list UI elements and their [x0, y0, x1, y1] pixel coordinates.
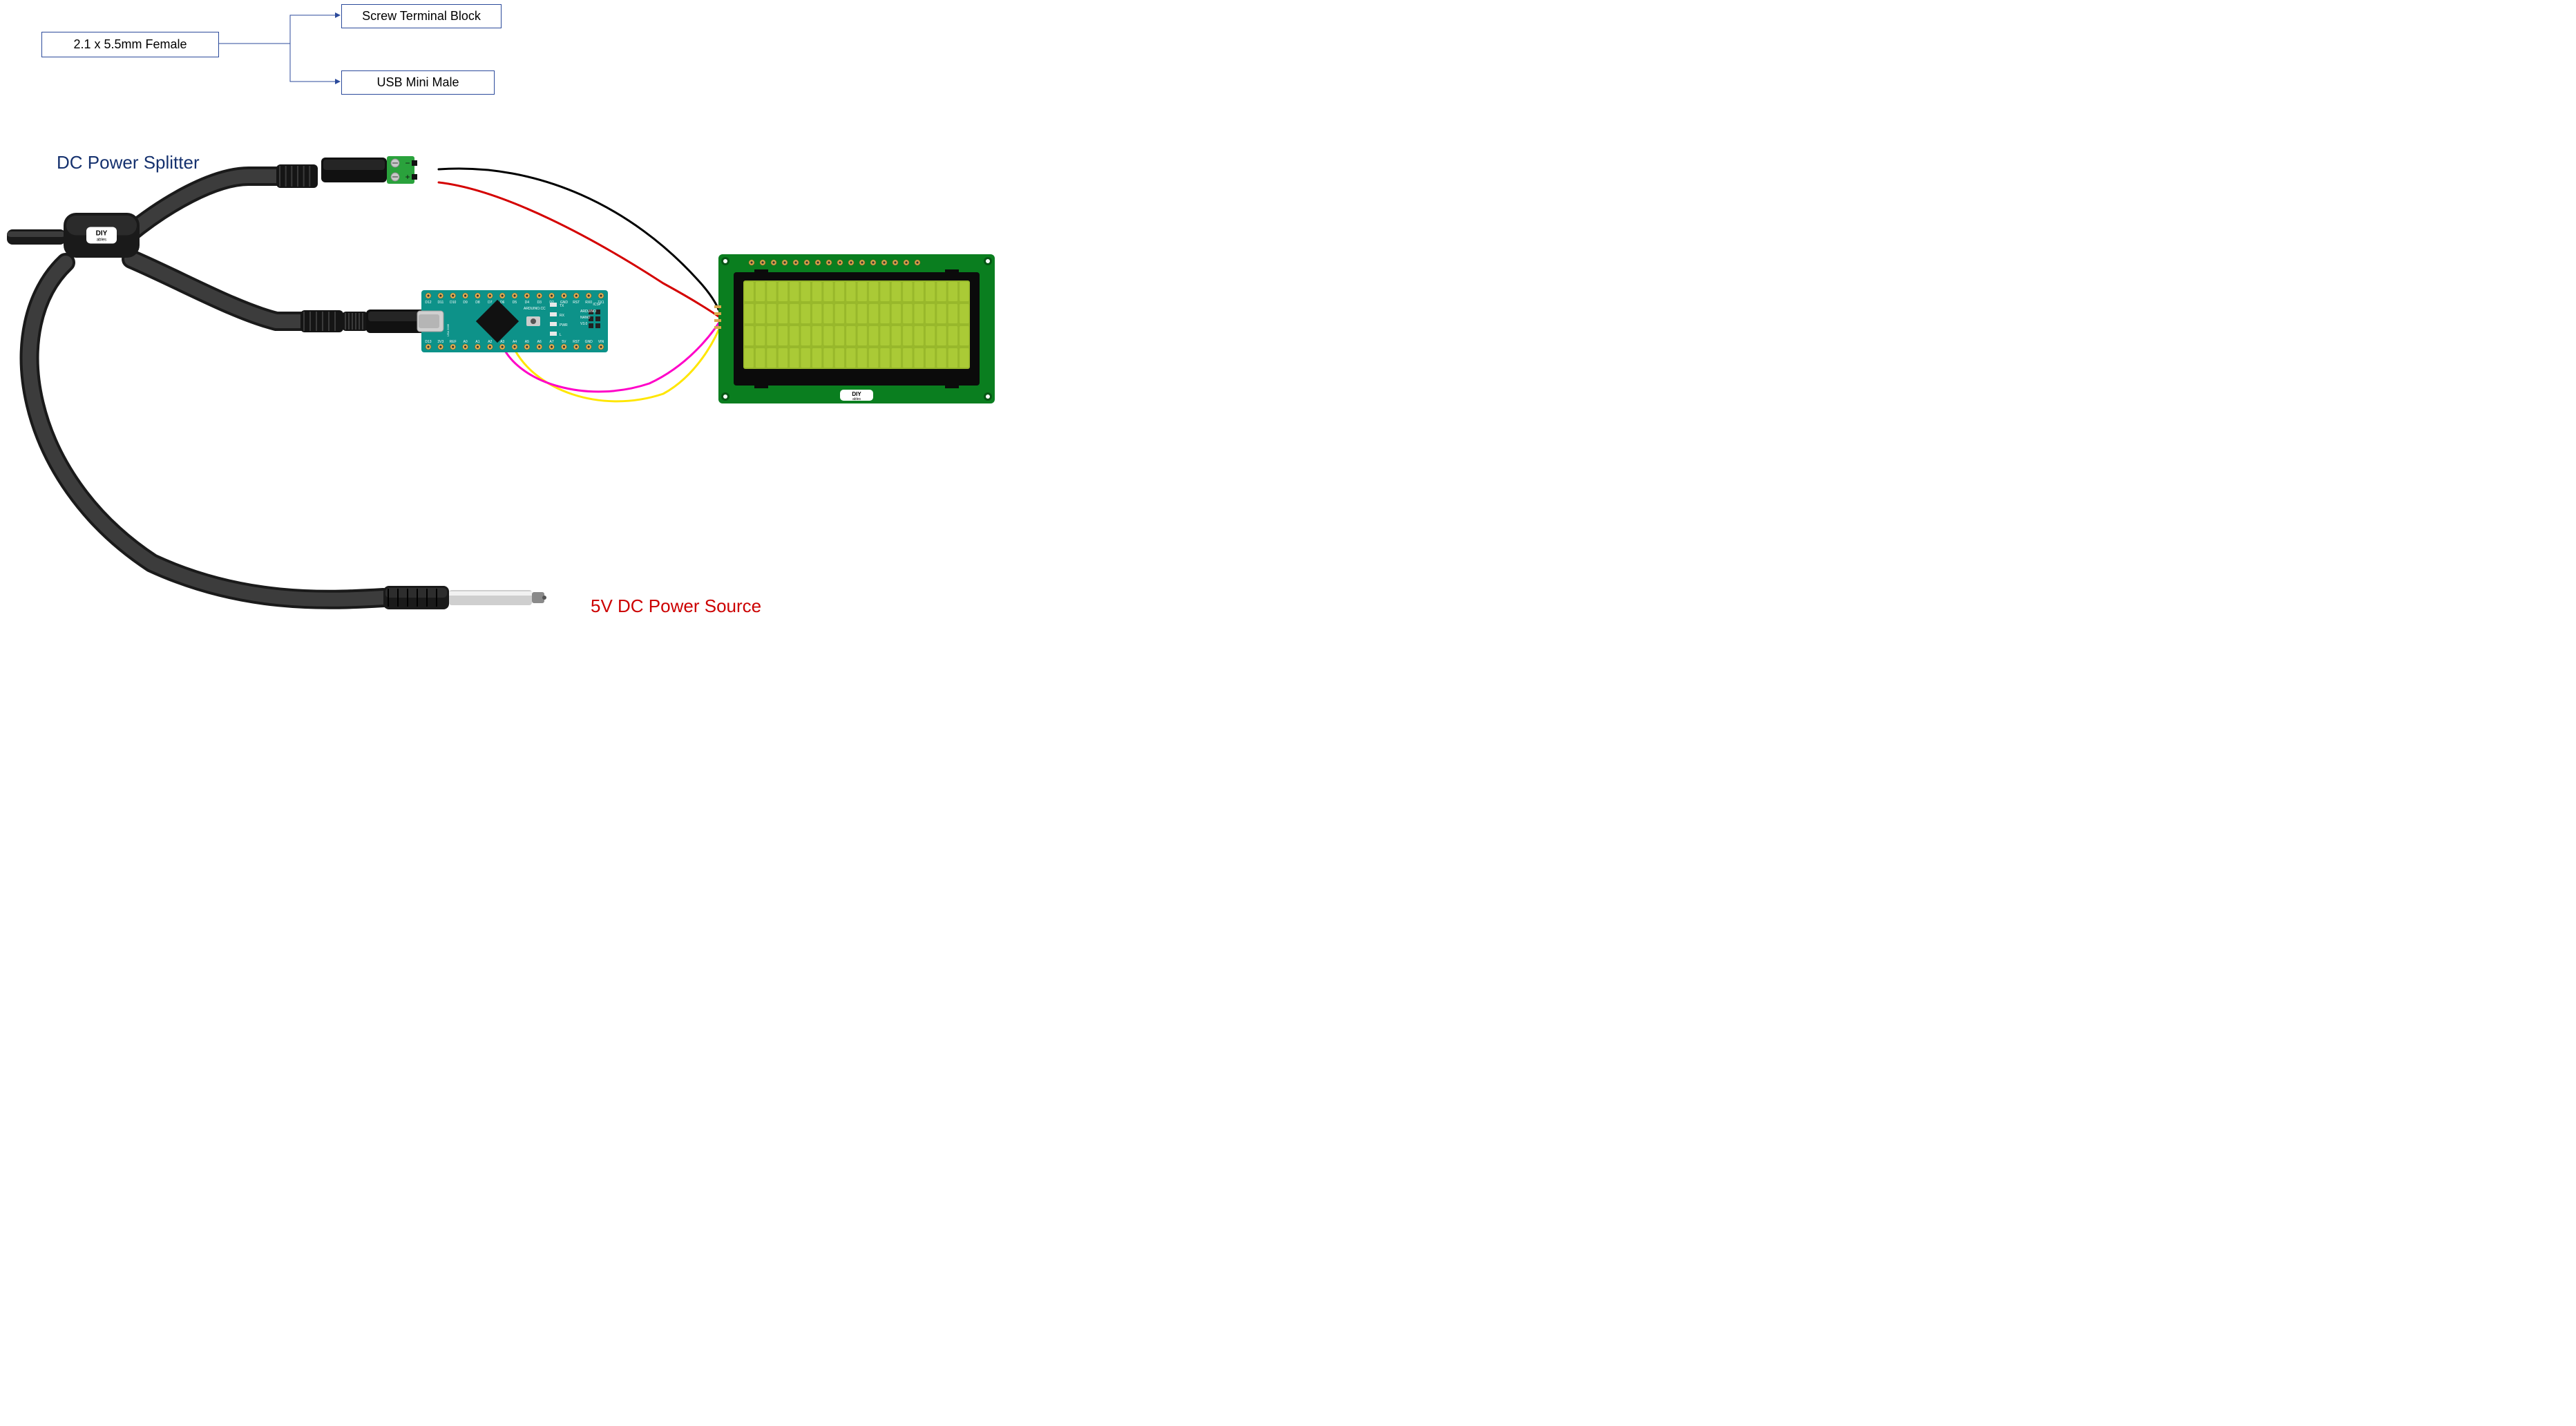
svg-text:ables: ables	[852, 397, 861, 401]
svg-text:3V3: 3V3	[437, 340, 443, 344]
svg-text:D5: D5	[513, 301, 517, 305]
svg-text:D9: D9	[463, 301, 468, 305]
svg-text:VIN: VIN	[598, 340, 604, 344]
svg-text:A5: A5	[525, 340, 529, 344]
svg-text:D3: D3	[537, 301, 542, 305]
svg-text:A7: A7	[550, 340, 554, 344]
svg-text:D7: D7	[488, 301, 493, 305]
svg-text:D13: D13	[425, 340, 431, 344]
svg-text:PWR: PWR	[560, 323, 568, 327]
svg-text:NANO: NANO	[580, 316, 591, 320]
splitter-logo: DIY	[96, 230, 108, 238]
dc-barrel-jack	[383, 586, 546, 609]
components-layer: DIYables−+D12D11D10D9D8D7D6D5D4D3D2GNDRS…	[0, 0, 1069, 649]
svg-text:GND: GND	[585, 340, 593, 344]
svg-text:ARDUINO.CC: ARDUINO.CC	[524, 307, 546, 311]
strain-relief	[276, 164, 318, 188]
svg-text:RST: RST	[573, 301, 580, 305]
svg-text:D12: D12	[425, 301, 431, 305]
svg-text:RX: RX	[560, 314, 565, 318]
svg-text:+: +	[405, 172, 410, 182]
strain-relief	[300, 310, 343, 332]
svg-text:D11: D11	[437, 301, 443, 305]
svg-text:USA 2009: USA 2009	[446, 323, 450, 336]
svg-text:ARDUINO: ARDUINO	[580, 310, 596, 314]
svg-text:RST: RST	[573, 340, 580, 344]
svg-text:ables: ables	[97, 238, 106, 243]
svg-text:−: −	[405, 158, 410, 168]
diagram-stage: 2.1 x 5.5mm Female Screw Terminal Block …	[0, 0, 1069, 649]
lcd-logo: DIY	[852, 391, 861, 397]
splitter-hub: DIYables	[64, 213, 140, 258]
arduino-nano: D12D11D10D9D8D7D6D5D4D3D2GNDRSTRX0TX1D13…	[417, 290, 608, 352]
svg-text:RX0: RX0	[585, 301, 592, 305]
svg-text:D4: D4	[525, 301, 530, 305]
svg-text:A1: A1	[475, 340, 479, 344]
svg-text:D8: D8	[475, 301, 480, 305]
svg-text:L: L	[560, 333, 562, 337]
svg-text:A2: A2	[488, 340, 492, 344]
svg-text:A3: A3	[500, 340, 504, 344]
svg-text:V3.0: V3.0	[580, 322, 588, 326]
svg-text:A4: A4	[513, 340, 517, 344]
lcd-20x4: DIYables	[714, 254, 995, 403]
svg-text:5V: 5V	[562, 340, 566, 344]
screw-terminal-block: −+	[321, 156, 417, 184]
strain-relief	[342, 312, 368, 331]
svg-text:REF: REF	[450, 340, 457, 344]
svg-text:ICSP: ICSP	[593, 303, 601, 307]
svg-text:D10: D10	[450, 301, 456, 305]
svg-text:TX: TX	[560, 304, 564, 308]
svg-text:A0: A0	[464, 340, 468, 344]
svg-text:A6: A6	[537, 340, 542, 344]
